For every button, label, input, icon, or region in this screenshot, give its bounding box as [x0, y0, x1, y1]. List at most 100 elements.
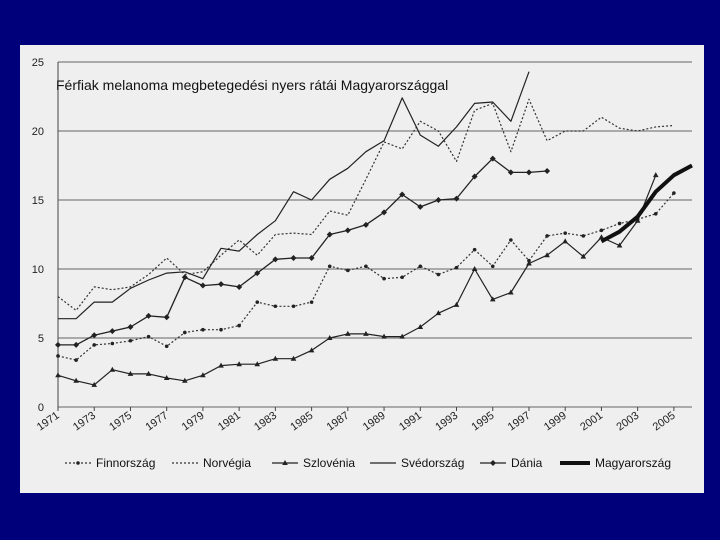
x-tick-label: 2001	[578, 410, 605, 434]
series-line	[600, 163, 693, 244]
data-point	[91, 332, 98, 339]
data-point	[236, 283, 243, 290]
series-Magyarország	[600, 163, 693, 244]
data-point	[109, 328, 116, 335]
data-point	[364, 264, 368, 269]
data-point	[200, 372, 206, 378]
data-point	[308, 254, 315, 261]
legend-item: Svédország	[370, 456, 464, 470]
x-tick-label: 1977	[143, 410, 170, 434]
data-point	[526, 260, 532, 266]
data-point	[308, 347, 315, 353]
series-Dánia	[55, 155, 551, 348]
data-point	[127, 323, 134, 330]
chart-panel: 0 5 10 15 20 25 1971 1973 1975 1977 1979 1981 1983 1…	[20, 45, 704, 493]
data-point	[435, 197, 442, 203]
data-point	[145, 370, 152, 376]
data-point	[490, 264, 495, 269]
legend-item: Magyarország	[560, 456, 671, 470]
data-point	[146, 334, 151, 339]
data-point	[55, 372, 61, 378]
x-tick-label: 1973	[71, 410, 98, 434]
x-tick-label: 1989	[361, 410, 388, 434]
data-point	[544, 168, 551, 175]
legend-item: Dánia	[480, 456, 543, 470]
data-point	[128, 338, 133, 343]
data-series	[55, 71, 693, 387]
data-point	[272, 256, 279, 263]
data-point	[344, 227, 351, 234]
x-tick-label: 1987	[325, 410, 352, 434]
legend-label: Svédország	[401, 456, 464, 470]
x-tick-label: 2003	[614, 410, 641, 434]
data-point	[109, 366, 116, 372]
data-point	[580, 253, 587, 259]
gridlines	[57, 61, 692, 408]
x-tick-label: 1975	[107, 410, 134, 434]
data-point	[363, 330, 369, 336]
x-tick-label: 1981	[216, 410, 243, 434]
data-point	[290, 254, 297, 261]
data-point	[110, 341, 115, 346]
data-point	[653, 212, 658, 216]
y-tick-label: 20	[32, 126, 44, 138]
x-tick-label: 1995	[470, 410, 497, 434]
data-point	[489, 155, 496, 162]
data-point	[400, 275, 404, 280]
legend-item: Norvégia	[172, 456, 251, 470]
data-point	[291, 304, 296, 309]
y-tick-label: 0	[38, 402, 44, 414]
y-tick-label: 5	[38, 333, 44, 345]
data-point	[617, 221, 622, 226]
data-point	[199, 282, 206, 289]
data-point	[435, 310, 442, 316]
data-point	[346, 268, 350, 273]
data-point	[326, 335, 333, 340]
data-point	[327, 264, 332, 269]
data-point	[290, 355, 297, 361]
data-point	[381, 209, 388, 216]
legend-label: Norvégia	[203, 456, 251, 470]
x-tick-label: 1979	[180, 410, 207, 434]
series-line	[58, 157, 548, 346]
data-point	[545, 234, 549, 238]
legend-label: Finnország	[96, 456, 155, 470]
x-tick-label: 2005	[651, 410, 678, 434]
data-point	[56, 354, 60, 358]
series-Svédország	[58, 71, 530, 320]
series-Finnország	[56, 191, 676, 362]
x-tick-label: 1985	[288, 410, 315, 434]
data-point	[181, 274, 188, 281]
data-point	[490, 460, 496, 466]
data-point	[381, 333, 387, 339]
series-Szlovénia	[55, 172, 659, 387]
data-point	[489, 296, 496, 302]
data-point	[508, 289, 514, 295]
data-point	[73, 377, 79, 383]
legend-item: Finnország	[65, 456, 155, 470]
data-point	[616, 242, 623, 248]
legend-label: Szlovénia	[303, 456, 355, 470]
data-point	[236, 361, 242, 367]
data-point	[563, 231, 567, 235]
data-point	[417, 323, 424, 329]
legend: Finnország Norvégia Szlovénia Svédország Dán…	[65, 456, 671, 470]
data-point	[562, 238, 568, 244]
data-point	[55, 341, 61, 348]
data-point	[453, 195, 460, 202]
data-point	[544, 252, 550, 258]
data-point	[273, 304, 278, 309]
data-point	[218, 362, 224, 368]
data-point	[345, 330, 351, 336]
data-point	[74, 358, 78, 362]
data-point	[672, 191, 676, 195]
series-line	[58, 71, 530, 320]
data-point	[254, 361, 261, 367]
legend-label: Dánia	[511, 456, 543, 470]
series-line	[57, 98, 674, 311]
data-point	[581, 234, 586, 238]
data-point	[76, 461, 80, 465]
data-point	[525, 169, 532, 176]
legend-label: Magyarország	[595, 456, 671, 470]
data-point	[255, 300, 260, 304]
